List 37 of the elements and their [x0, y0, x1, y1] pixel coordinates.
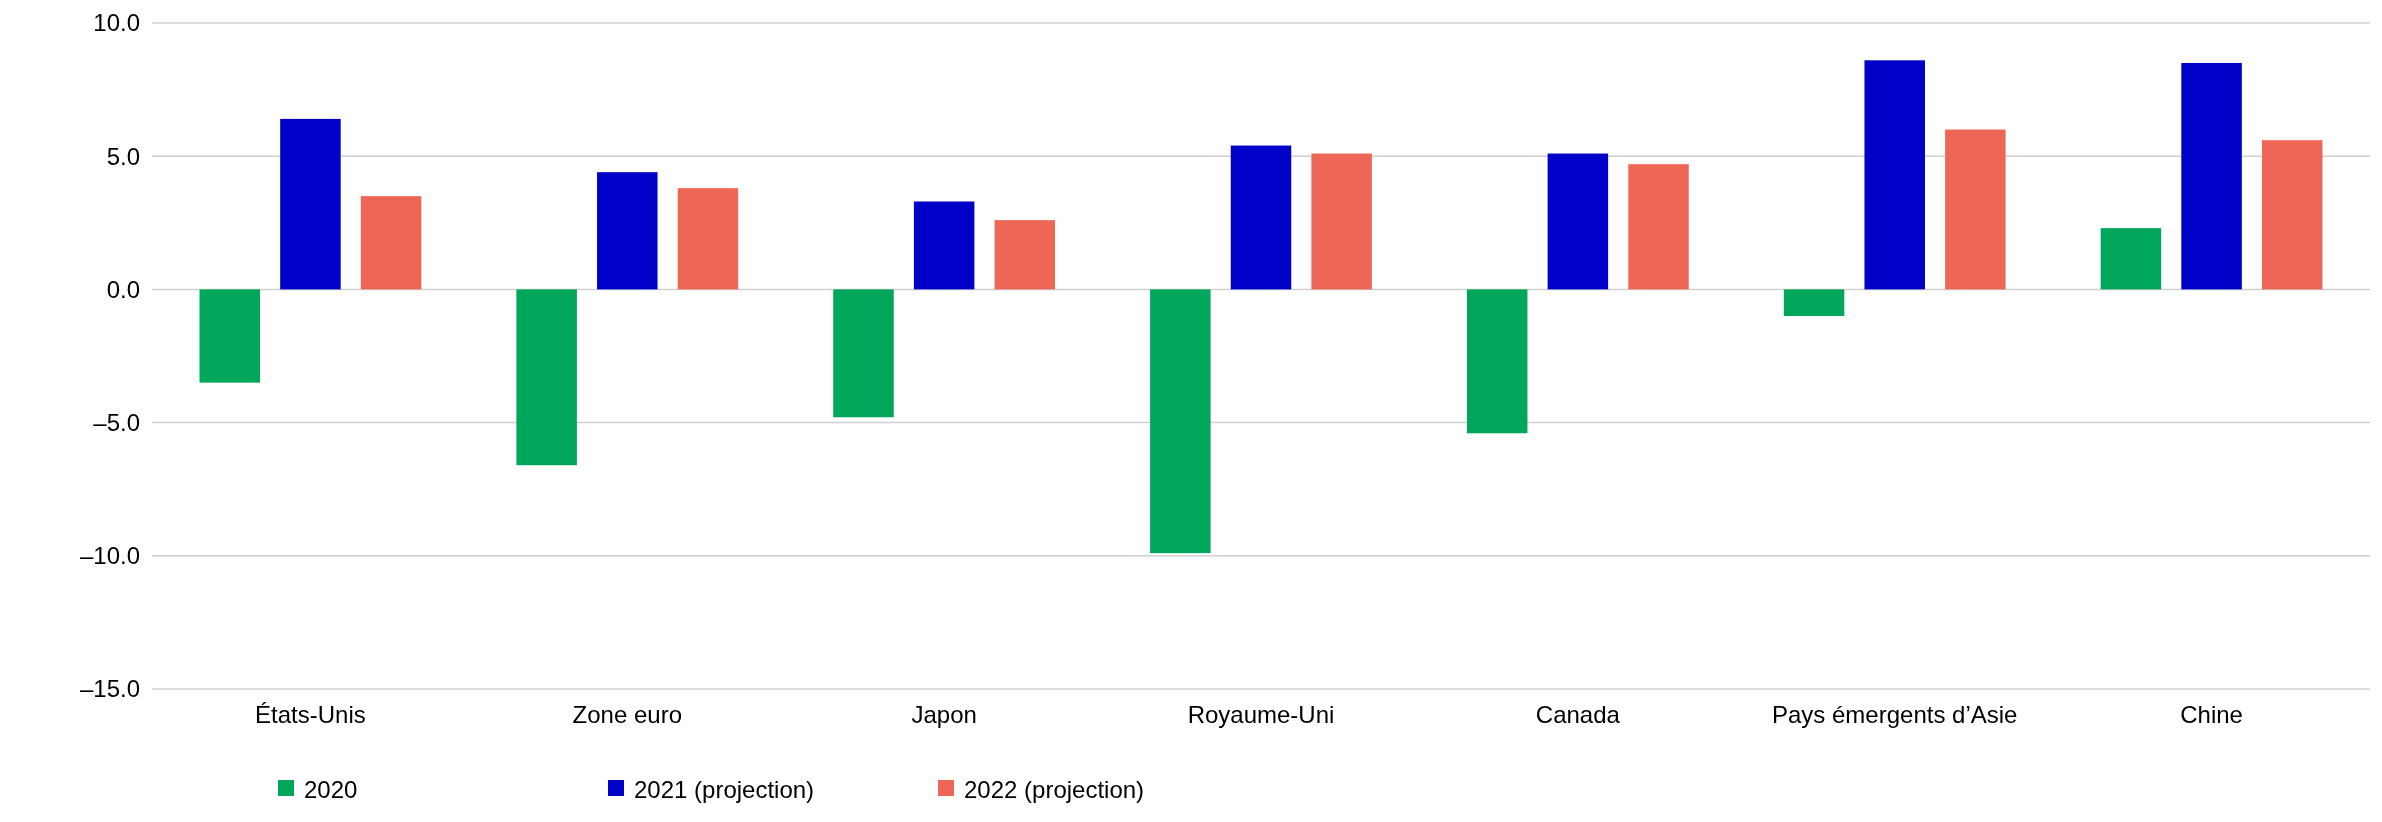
bar [1783, 289, 1845, 317]
x-tick-label: Japon [911, 701, 977, 728]
y-tick-label: 5.0 [106, 142, 140, 170]
y-tick-label: –10.0 [79, 542, 140, 570]
legend-label: 2020 [304, 776, 358, 803]
y-tick-label: –5.0 [93, 409, 140, 436]
x-tick-label: Royaume-Uni [1187, 701, 1335, 728]
bar [2100, 228, 2162, 290]
legend-label: 2021 (projection) [634, 776, 815, 803]
x-tick-label: Chine [2180, 701, 2243, 728]
x-tick-label: Canada [1535, 701, 1621, 728]
bar [994, 220, 1056, 290]
y-tick-label: 10.0 [93, 9, 140, 37]
bar [1311, 153, 1372, 290]
bar [1230, 145, 1292, 290]
x-tick-label: États-Unis [255, 701, 366, 728]
bar [199, 289, 261, 383]
bar [597, 172, 658, 290]
x-tick-label: Pays émergents d’Asie [1771, 701, 2018, 728]
bar [1945, 129, 2006, 290]
bar [677, 188, 739, 290]
bar [2181, 62, 2242, 290]
bar [360, 196, 422, 290]
bar [280, 118, 341, 290]
bar [2261, 140, 2323, 290]
bar [1466, 289, 1528, 434]
y-tick-label: 0.0 [106, 275, 140, 303]
bar [913, 201, 975, 290]
bar [833, 289, 894, 418]
bar [1547, 153, 1609, 290]
bar [516, 289, 577, 466]
x-tick-label: Zone euro [572, 701, 682, 728]
legend-label: 2022 (projection) [964, 776, 1145, 803]
y-tick-label: –15.0 [79, 675, 140, 703]
bar [1628, 164, 1689, 290]
bar [1150, 289, 1211, 554]
bar [1864, 60, 1925, 290]
